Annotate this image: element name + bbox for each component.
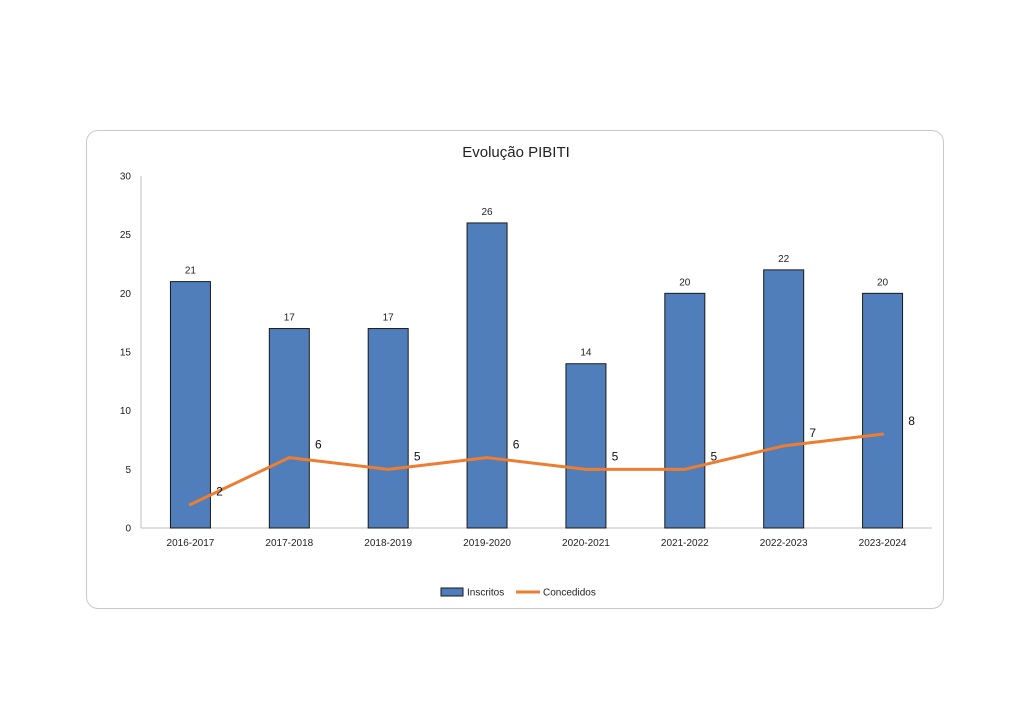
y-tick-label: 25 [120, 230, 132, 241]
bar [367, 328, 409, 529]
line-point [881, 432, 885, 436]
line-point [386, 467, 390, 471]
bar-data-label: 26 [482, 207, 494, 218]
bar-data-label: 17 [383, 313, 395, 324]
bar-data-label: 14 [580, 348, 592, 359]
bar [664, 292, 706, 529]
bar-data-label: 17 [284, 313, 296, 324]
x-tick-label: 2016-2017 [167, 538, 215, 549]
x-tick-label: 2019-2020 [463, 538, 511, 549]
line-data-label: 5 [414, 449, 421, 463]
line-point [683, 467, 687, 471]
x-tick-label: 2022-2023 [760, 538, 808, 549]
y-tick-label: 10 [120, 406, 132, 417]
line-point [287, 456, 291, 460]
legend-label-inscritos: Inscritos [467, 588, 504, 599]
legend-label-concedidos: Concedidos [543, 588, 596, 599]
line-point [782, 444, 786, 448]
y-tick-label: 0 [125, 524, 131, 535]
line-data-label: 6 [513, 438, 520, 452]
line-data-label: 5 [612, 449, 619, 463]
bar [763, 269, 805, 529]
bar-data-label: 20 [679, 277, 691, 288]
line-data-label: 6 [315, 438, 322, 452]
line-data-label: 2 [216, 485, 223, 499]
x-tick-label: 2021-2022 [661, 538, 709, 549]
concedidos-line [188, 432, 885, 507]
x-tick-label: 2018-2019 [364, 538, 412, 549]
line-data-label: 8 [908, 414, 915, 428]
line-series: 2 6 5 6 5 5 7 8 [188, 414, 915, 507]
bar [169, 281, 211, 529]
line-point [188, 503, 192, 507]
bar [565, 363, 607, 529]
chart-title: Evolução PIBITI [462, 144, 570, 161]
line-data-label: 5 [710, 449, 717, 463]
x-tick-label: 2020-2021 [562, 538, 610, 549]
y-tick-label: 15 [120, 348, 132, 359]
y-tick-label: 20 [120, 289, 132, 300]
bar-data-label: 20 [877, 277, 889, 288]
bar-data-label: 22 [778, 254, 790, 265]
bar-data-label: 21 [185, 266, 197, 277]
line-data-label: 7 [809, 426, 816, 440]
legend-swatch-inscritos [440, 587, 464, 597]
bar [268, 328, 310, 529]
legend: Inscritos Concedidos [440, 587, 596, 599]
x-tick-label: 2017-2018 [265, 538, 313, 549]
y-tick-label: 30 [120, 172, 132, 183]
y-tick-label: 5 [125, 465, 131, 476]
line-point [485, 456, 489, 460]
bar [862, 292, 904, 529]
line-point [584, 467, 588, 471]
bar [466, 222, 508, 529]
x-tick-label: 2023-2024 [859, 538, 907, 549]
